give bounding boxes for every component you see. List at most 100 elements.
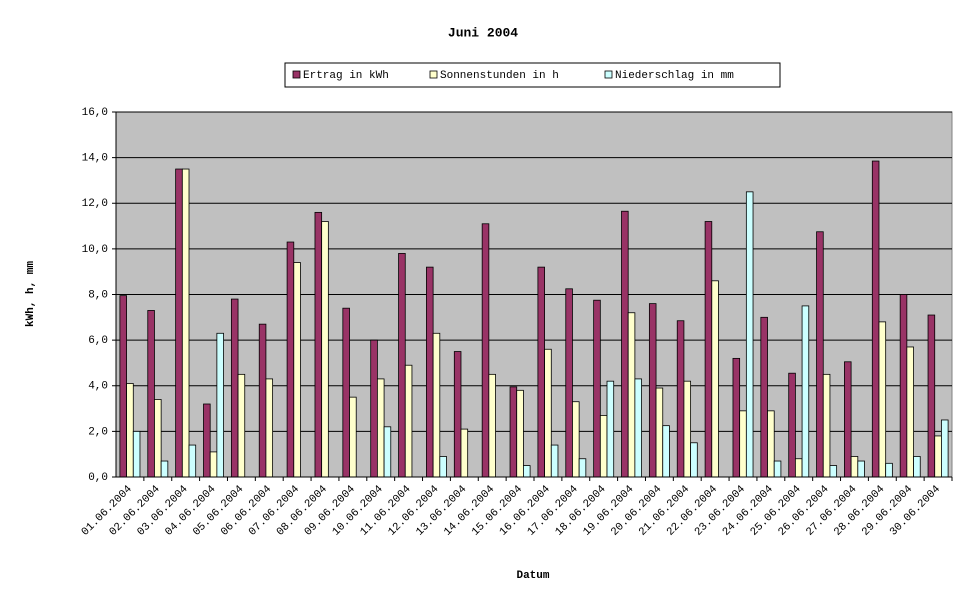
bar (126, 383, 134, 478)
bar (523, 465, 531, 478)
bar (878, 321, 887, 478)
bar (265, 378, 274, 478)
bar (349, 396, 357, 478)
bar (453, 351, 462, 478)
bar (857, 460, 865, 478)
bar (550, 444, 559, 478)
bar (370, 339, 378, 478)
bar (286, 241, 295, 478)
legend-swatch (604, 70, 613, 79)
x-axis-title: Datum (516, 570, 549, 582)
bar (773, 460, 782, 478)
y-tick-label: 14,0 (82, 153, 108, 165)
bar (188, 444, 197, 478)
bar (258, 323, 267, 478)
legend-box (284, 62, 781, 88)
bar (203, 403, 211, 478)
bar (404, 364, 413, 478)
bar (599, 415, 608, 478)
bar (516, 389, 524, 478)
bar (572, 401, 580, 478)
bar (216, 332, 224, 478)
bar (871, 160, 880, 478)
bar (822, 373, 831, 478)
y-axis-title: kWh, h, mm (25, 261, 37, 327)
bar (648, 303, 657, 478)
bar (683, 380, 692, 478)
bar (565, 288, 573, 478)
bar (119, 295, 127, 478)
bar (634, 378, 642, 478)
bar (426, 266, 434, 478)
bar (655, 387, 664, 478)
legend-swatch (429, 70, 438, 79)
bar (132, 430, 141, 478)
bar (237, 373, 246, 478)
bar (509, 386, 518, 478)
bar (314, 211, 323, 478)
bar (209, 451, 218, 478)
y-tick-label: 12,0 (82, 198, 108, 210)
bar (711, 280, 719, 478)
y-tick-label: 4,0 (88, 381, 108, 393)
bar (481, 223, 490, 478)
bar (816, 231, 824, 478)
chart-title: Juni 2004 (448, 25, 518, 40)
legend-swatch (292, 70, 301, 79)
bar (432, 332, 441, 478)
bar (230, 298, 239, 478)
bar (844, 361, 852, 478)
bar (439, 456, 447, 478)
bar (829, 465, 838, 478)
bar (544, 348, 552, 478)
bar (293, 262, 301, 478)
bar (578, 458, 587, 478)
bar (927, 314, 936, 478)
legend-label: Ertrag in kWh (303, 70, 389, 82)
bar (621, 210, 629, 478)
bar (460, 428, 469, 478)
y-tick-label: 6,0 (88, 335, 108, 347)
bar (788, 372, 796, 478)
legend-label: Niederschlag in mm (615, 70, 734, 82)
bar (739, 410, 747, 478)
bar (745, 191, 754, 478)
bar (676, 320, 685, 478)
y-tick-label: 10,0 (82, 244, 108, 256)
bar (941, 419, 949, 478)
bar (913, 456, 921, 478)
y-tick-label: 0,0 (88, 472, 108, 484)
bar (704, 221, 713, 478)
bar (801, 305, 810, 478)
bar (850, 456, 859, 478)
bar (732, 357, 741, 478)
bar (154, 399, 162, 478)
legend-label: Sonnenstunden in h (440, 70, 559, 82)
bar (537, 266, 545, 478)
bar (794, 458, 803, 478)
bar (175, 168, 183, 478)
bar (627, 312, 636, 478)
y-tick-label: 2,0 (88, 426, 108, 438)
bar (767, 410, 775, 478)
bar (376, 378, 385, 478)
bar (899, 294, 908, 478)
y-tick-label: 16,0 (82, 107, 108, 119)
bar (160, 460, 169, 478)
bar (606, 380, 615, 478)
bar (383, 426, 392, 478)
bar (342, 307, 350, 478)
bar (147, 310, 155, 478)
bar (398, 253, 406, 478)
y-tick-label: 8,0 (88, 289, 108, 301)
bar (321, 221, 329, 478)
bar (181, 168, 190, 478)
bar (934, 435, 942, 478)
bar (690, 442, 698, 478)
bar (906, 346, 914, 478)
bar (662, 425, 670, 478)
bar (593, 299, 601, 478)
bar (760, 316, 768, 478)
bar (488, 373, 496, 478)
